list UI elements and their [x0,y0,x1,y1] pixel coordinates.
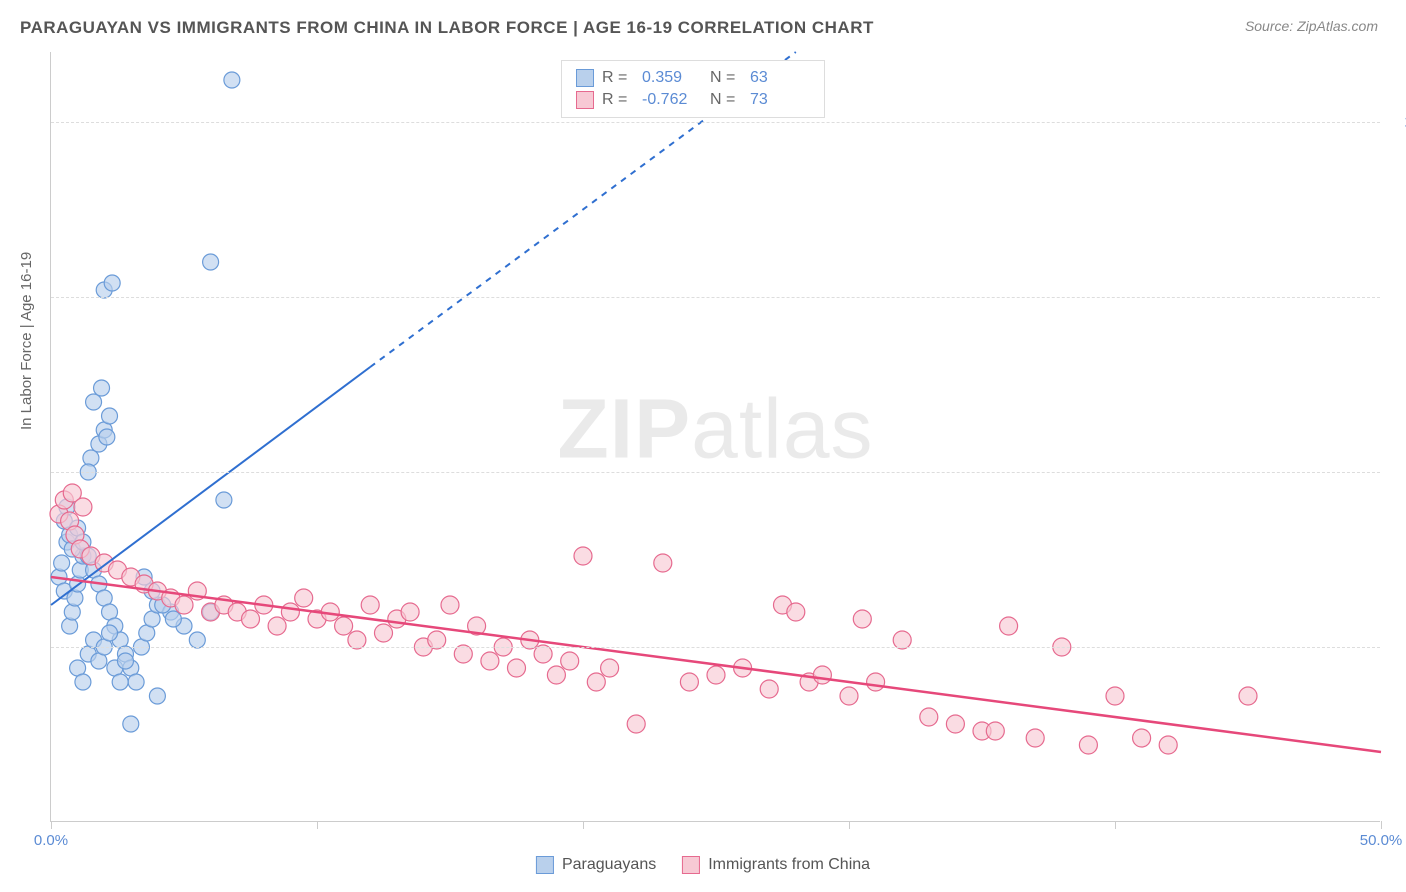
legend-label-1: Paraguayans [562,856,656,874]
y-axis-title: In Labor Force | Age 16-19 [18,252,35,430]
swatch-blue [576,69,594,87]
gridline-h [51,472,1380,473]
gridline-h [51,122,1380,123]
n-label: N = [710,69,742,87]
swatch-pink [576,91,594,109]
chart-title: PARAGUAYAN VS IMMIGRANTS FROM CHINA IN L… [20,18,874,38]
n-label: N = [710,91,742,109]
legend-row-series-1: R = 0.359 N = 63 [576,67,810,89]
r-label: R = [602,69,634,87]
x-tick [317,821,318,829]
r-label: R = [602,91,634,109]
gridline-h [51,647,1380,648]
correlation-legend: R = 0.359 N = 63 R = -0.762 N = 73 [561,60,825,118]
n-value-1: 63 [750,69,810,87]
gridline-h [51,297,1380,298]
source-attribution: Source: ZipAtlas.com [1245,18,1378,34]
legend-row-series-2: R = -0.762 N = 73 [576,89,810,111]
x-tick [51,821,52,829]
r-value-2: -0.762 [642,91,702,109]
swatch-blue [536,856,554,874]
legend-item-1: Paraguayans [536,856,656,874]
r-value-1: 0.359 [642,69,702,87]
x-tick [583,821,584,829]
series-legend: Paraguayans Immigrants from China [536,856,870,874]
x-tick [1381,821,1382,829]
x-tick [849,821,850,829]
x-tick-label: 50.0% [1360,832,1403,849]
scatter-plot-svg [51,52,1380,821]
n-value-2: 73 [750,91,810,109]
x-tick-label: 0.0% [34,832,68,849]
swatch-pink [682,856,700,874]
chart-area: ZIPatlas 25.0%50.0%75.0%100.0%0.0%50.0% [50,52,1380,822]
x-tick [1115,821,1116,829]
legend-label-2: Immigrants from China [708,856,870,874]
legend-item-2: Immigrants from China [682,856,870,874]
